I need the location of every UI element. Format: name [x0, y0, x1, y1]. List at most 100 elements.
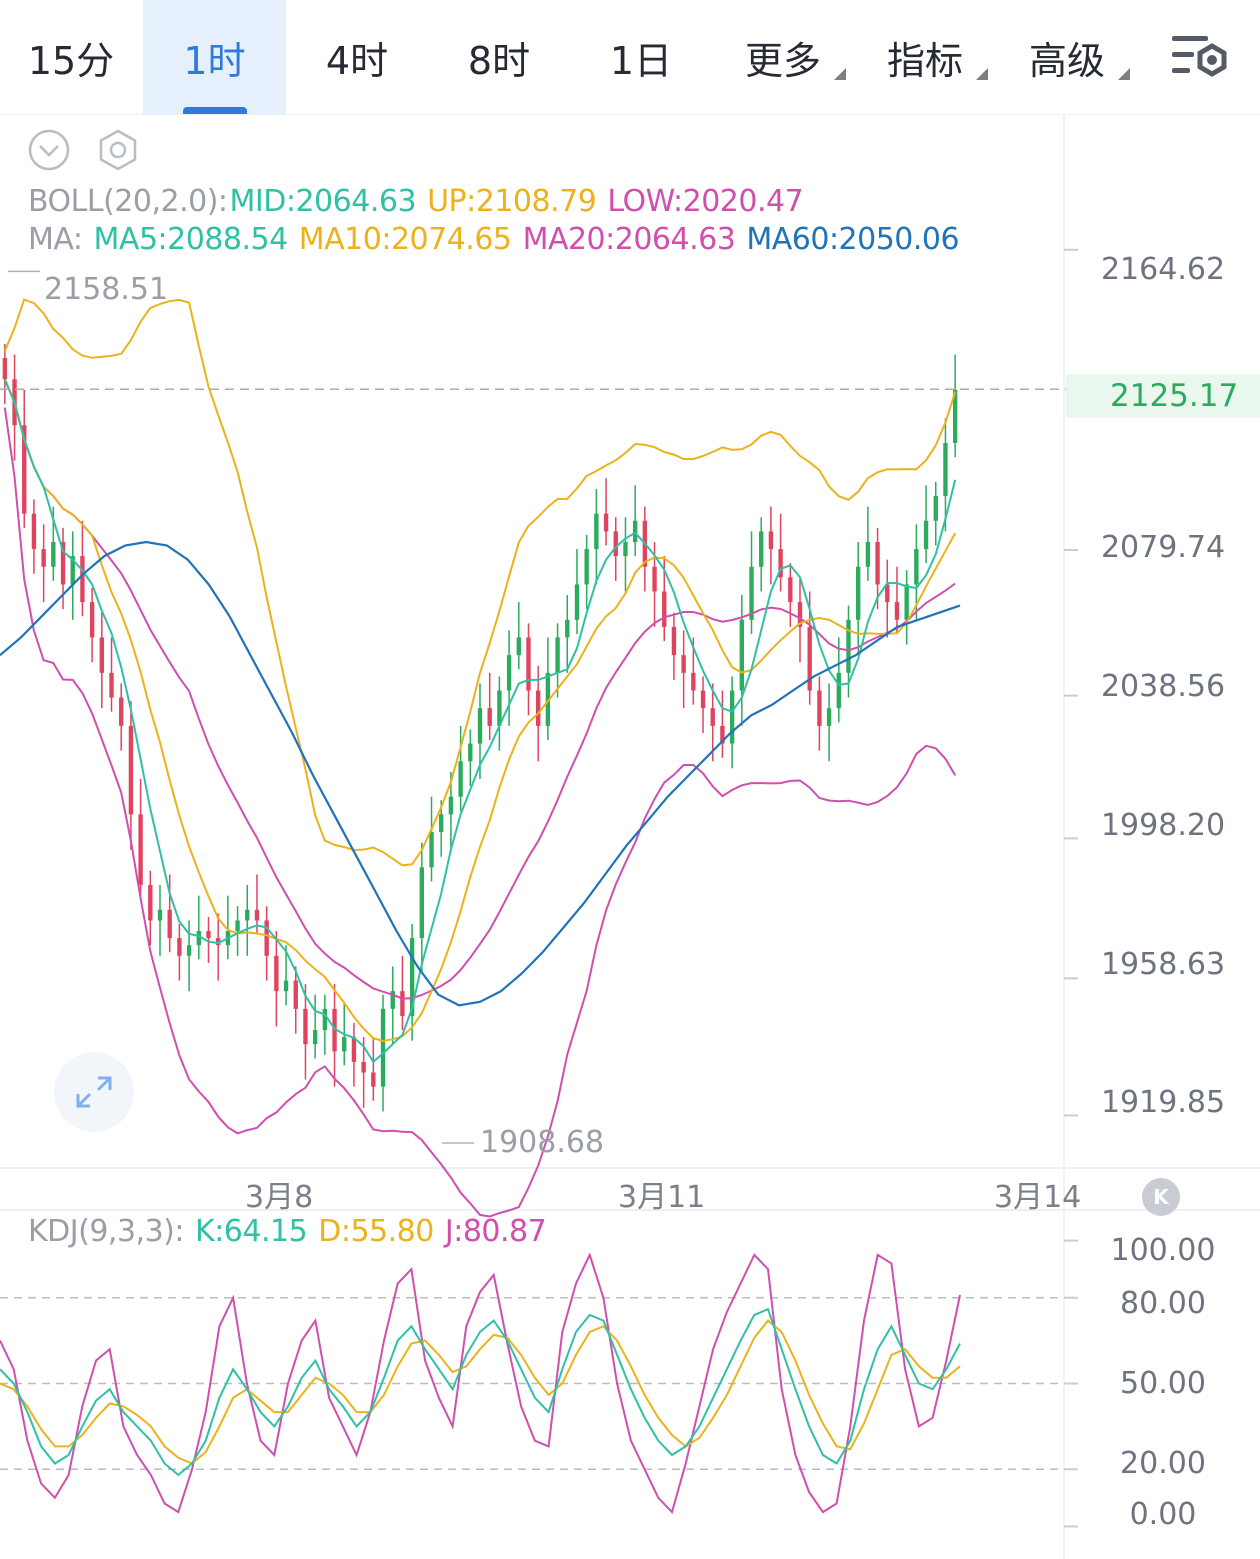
candle-body [2, 358, 8, 380]
ma5-value: MA5:2088.54 [93, 222, 289, 257]
candle-body [429, 832, 434, 868]
price-axis-label: 2164.62 [1100, 252, 1226, 287]
candle-body [584, 549, 589, 585]
boll-low-value: LOW:2020.47 [607, 184, 804, 219]
boll-up-value: UP:2108.79 [427, 184, 597, 219]
candle-body [526, 637, 531, 691]
candle-body [807, 626, 812, 691]
candle-body [875, 541, 880, 585]
candle-body [623, 541, 628, 557]
boll-mid-value: MID:2064.63 [229, 184, 417, 219]
candle-body [691, 672, 696, 691]
candle-body [943, 442, 948, 496]
candle-body [846, 619, 851, 673]
candle-body [303, 1008, 308, 1045]
candle-body [565, 619, 570, 638]
candle-body [652, 566, 657, 592]
tab-15min[interactable]: 15分 [27, 38, 115, 83]
timeframe-toolbar: 15分 1时 4时 8时 1日 更多 指标 高级 [0, 0, 1260, 115]
candle-body [856, 566, 861, 620]
tab-1h[interactable]: 1时 [143, 0, 286, 114]
period-low-label: 1908.68 [480, 1125, 605, 1160]
date-label: 3月14 [994, 1180, 1082, 1215]
candle-body [914, 549, 919, 585]
price-axis-label: 1919.85 [1100, 1085, 1226, 1120]
candle-body [749, 566, 754, 620]
candle-body [264, 920, 269, 956]
chart-settings-icon[interactable] [1170, 30, 1230, 82]
candle-body [409, 938, 415, 1016]
candle-body [167, 909, 172, 939]
candle-body [448, 796, 454, 815]
tab-1d[interactable]: 1日 [609, 38, 673, 83]
current-price-value: 2125.17 [1110, 378, 1239, 414]
tab-advanced-dropdown[interactable]: 高级 [996, 0, 1138, 114]
dropdown-caret-icon [1118, 68, 1130, 80]
kdj-axis-label: 80.00 [1120, 1286, 1206, 1321]
candle-body [516, 637, 521, 656]
ma60-value: MA60:2050.06 [746, 222, 960, 257]
date-label: 3月11 [618, 1180, 706, 1215]
candle-body [400, 991, 405, 1016]
candle-body [477, 708, 483, 744]
tab-4h[interactable]: 4时 [325, 38, 389, 83]
current-price-tag: 2125.17 [1066, 374, 1260, 418]
collapse-legend-icon[interactable] [27, 128, 71, 172]
kdj-k-line [0, 1307, 961, 1477]
price-axis-label: 1998.20 [1100, 808, 1226, 843]
candle-body [235, 920, 240, 932]
kdj-axis-label: 20.00 [1120, 1446, 1206, 1481]
candle-body [729, 690, 735, 744]
kdj-k-value: K:64.15 [195, 1214, 308, 1249]
candle-body [351, 1037, 357, 1062]
kdj-d-line [0, 1319, 961, 1465]
candle-body [458, 761, 463, 797]
candle-body [89, 602, 95, 638]
kdj-legend-name: KDJ(9,3,3): [28, 1214, 184, 1249]
candle-body [119, 697, 124, 726]
candle-body [80, 556, 85, 603]
candle-body [274, 955, 279, 992]
candle-body [138, 814, 143, 886]
candle-body [759, 531, 764, 567]
candle-body [439, 814, 444, 832]
candle-body [894, 602, 900, 620]
candle-body [312, 1030, 318, 1045]
candle-body [342, 1037, 347, 1052]
indicator-settings-icon[interactable] [96, 128, 140, 172]
period-high-label: 2158.51 [44, 272, 169, 307]
candle-body [109, 672, 114, 698]
candle-body [739, 619, 744, 691]
candle-body [700, 690, 706, 709]
kdj-axis-label: 50.00 [1120, 1366, 1206, 1401]
candle-body [371, 1072, 376, 1087]
ma10-line [3, 378, 957, 1043]
ma20-line [3, 378, 956, 1000]
candle-body [545, 672, 551, 726]
candle-body [245, 909, 250, 921]
ma5-line [3, 378, 957, 1064]
kdj-legend: KDJ(9,3,3): K:64.15 D:55.80 J:80.87 [28, 1214, 548, 1249]
kdj-j-value: J:80.87 [444, 1214, 547, 1249]
price-axis-label: 1958.63 [1100, 947, 1226, 982]
dropdown-caret-icon [834, 68, 846, 80]
candle-body [817, 690, 822, 726]
candle-body [536, 690, 541, 726]
candle-body [788, 577, 793, 603]
tab-8h[interactable]: 8时 [467, 38, 531, 83]
candle-body [603, 513, 609, 532]
price-axis-label: 2079.74 [1100, 530, 1226, 565]
active-tab-indicator [182, 107, 247, 114]
kdj-axis-label: 100.00 [1110, 1233, 1216, 1268]
tab-more-dropdown[interactable]: 更多 [712, 0, 854, 114]
fullscreen-button[interactable] [54, 1052, 134, 1132]
candle-body [574, 584, 580, 620]
kline-toggle-button[interactable]: K [1142, 1178, 1180, 1216]
candle-body [293, 980, 298, 1009]
candle-body [128, 725, 134, 815]
tab-indicators-dropdown[interactable]: 指标 [854, 0, 996, 114]
candle-body [952, 389, 958, 443]
candle-body [594, 513, 599, 550]
candle-body [157, 909, 163, 921]
